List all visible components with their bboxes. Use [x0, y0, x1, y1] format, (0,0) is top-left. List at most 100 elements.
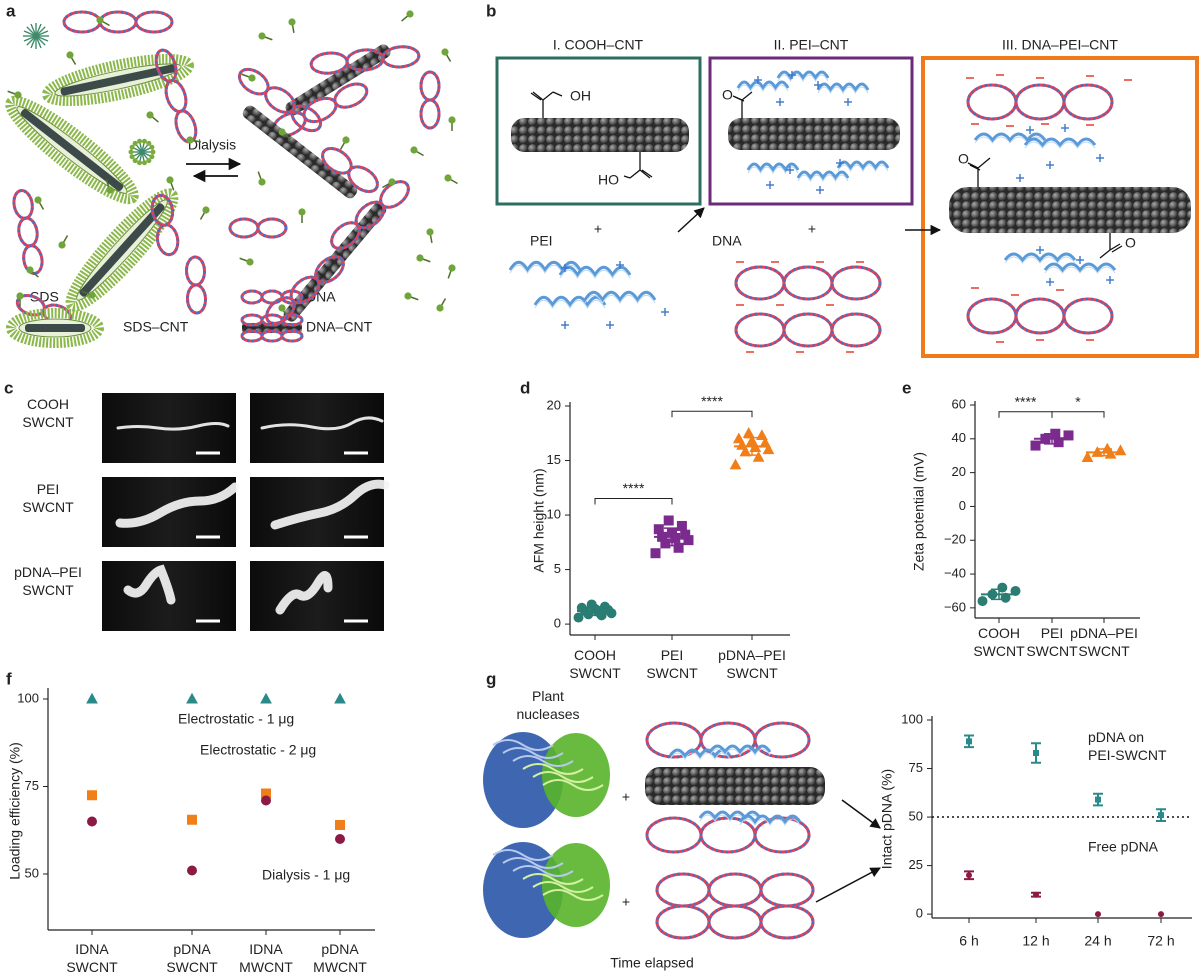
sds-head [88, 291, 96, 299]
sds-head [258, 178, 266, 186]
protein-coil [512, 755, 574, 767]
x-tick-label: COOH SWCNT [569, 647, 621, 681]
sds-head [426, 228, 434, 236]
y-axis-label: AFM height (nm) [531, 468, 547, 572]
micelle [137, 138, 143, 144]
micelle [129, 154, 135, 160]
surfactant-shell [42, 53, 194, 107]
pei-ribbon [836, 160, 890, 172]
dna-strand [280, 289, 304, 305]
dna-strand [134, 10, 174, 34]
sds-head [146, 111, 154, 119]
protein-coil [522, 763, 584, 775]
panel-label: g [486, 669, 496, 688]
surfactant-shell [65, 188, 179, 312]
sds-head [166, 176, 174, 184]
dna-strand [379, 180, 410, 209]
sds-head [288, 18, 296, 26]
pei-ribbon [584, 294, 656, 305]
chem-label: O [1125, 235, 1136, 251]
sds-head [26, 266, 34, 274]
group [728, 118, 900, 150]
point [1030, 440, 1041, 451]
x-tick-label: pDNA SWCNT [166, 941, 218, 974]
protein-coil [502, 857, 564, 869]
nanotube [20, 108, 124, 192]
point [573, 612, 584, 623]
legend-label: Dialysis - 1 μg [262, 867, 350, 883]
sds-head [258, 32, 266, 40]
group [65, 188, 179, 312]
y-tick-label: −40 [944, 565, 966, 580]
nanotube [285, 44, 391, 116]
bond [623, 150, 653, 179]
nanotube-image [260, 416, 384, 431]
group [6, 308, 104, 348]
pei-ribbon [1044, 266, 1116, 274]
sds-head [388, 178, 396, 186]
point [1053, 437, 1064, 448]
dna-ring [164, 79, 188, 113]
micelle [132, 158, 138, 164]
point [334, 692, 346, 704]
y-tick-label: 75 [909, 760, 923, 775]
group [283, 202, 387, 322]
micelle [137, 160, 143, 166]
pei-ribbon [816, 82, 870, 94]
legend-label: Free pDNA [1088, 839, 1159, 855]
pei-ribbon [1004, 256, 1076, 264]
box-title: I. COOH–CNT [553, 37, 644, 53]
group [185, 255, 207, 315]
dna-strand [830, 265, 882, 301]
nanotube-image [275, 571, 333, 615]
pei-ribbon [837, 164, 889, 173]
dna-strand [381, 45, 421, 69]
dna-ring [419, 98, 441, 130]
y-axis-label: Zeta potential (mV) [911, 452, 927, 571]
y-axis-label: Intact pDNA (%) [879, 769, 895, 869]
protein-coil [542, 889, 604, 901]
pei-ribbon [558, 265, 632, 279]
pei-ribbon [508, 260, 582, 274]
point [1095, 911, 1101, 918]
protein-coil [522, 873, 584, 885]
group [12, 189, 44, 275]
reagent-label: PEI [530, 233, 553, 249]
point [1033, 891, 1039, 898]
group [645, 767, 825, 805]
pei-ribbon [708, 744, 772, 755]
micelle [146, 158, 152, 164]
point [1095, 796, 1101, 803]
point [335, 820, 345, 830]
pei-ribbon [533, 295, 607, 309]
panel-label: a [6, 1, 16, 20]
enzyme-label: Plant nucleases [516, 688, 579, 722]
sds-head [444, 174, 452, 182]
sds-head [16, 292, 24, 300]
x-tick-label: COOH SWCNT [973, 625, 1025, 659]
point [997, 582, 1008, 593]
row-label: COOH SWCNT [22, 396, 74, 430]
error-bar [1044, 432, 1060, 445]
micelle [141, 138, 147, 144]
sds-head [106, 186, 114, 194]
afm-image [250, 561, 384, 631]
caption: Time elapsed [610, 955, 694, 971]
point [762, 443, 775, 455]
nanotube [283, 202, 387, 322]
point [759, 436, 772, 448]
group [150, 193, 180, 257]
micelle [30, 23, 37, 37]
plus: + [594, 221, 602, 237]
significance: **** [1015, 393, 1037, 409]
reagent-label: DNA [712, 233, 742, 249]
panel-label: f [6, 669, 12, 688]
nanotube-image [116, 422, 230, 431]
y-tick-label: 0 [554, 616, 561, 631]
y-tick-label: 0 [959, 498, 966, 513]
nanotube-image [123, 564, 176, 605]
nanotube [645, 767, 825, 805]
dna-strand [333, 82, 369, 109]
dna-strand [280, 329, 304, 343]
